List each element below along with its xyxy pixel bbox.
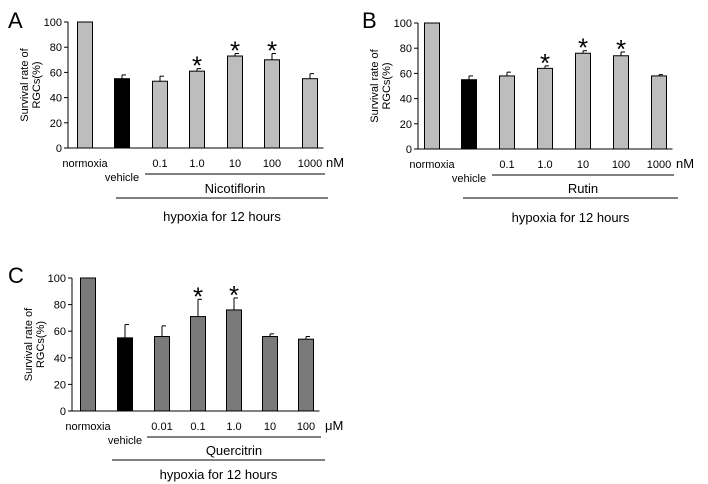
x-tick-label: 100 — [612, 159, 630, 171]
panel-label: C — [8, 263, 24, 288]
y-axis-label-line: RGCs(%) — [31, 61, 43, 108]
bar — [499, 75, 515, 150]
bar — [424, 22, 440, 150]
x-tick-label: 100 — [263, 158, 281, 170]
x-tick-label: 0.1 — [499, 159, 514, 171]
y-axis-label-line: Survival rate of — [23, 307, 35, 381]
y-axis-label-line: RGCs(%) — [381, 62, 393, 109]
unit-label: μM — [325, 418, 343, 433]
y-tick-label: 20 — [50, 118, 62, 130]
x-tick-label: normoxia — [409, 159, 455, 171]
bar — [302, 78, 318, 149]
x-tick-label: 10 — [264, 421, 276, 433]
bar — [154, 336, 170, 412]
bar — [613, 55, 629, 150]
x-tick-label: 0.1 — [152, 158, 167, 170]
significance-marker: * — [267, 36, 277, 66]
bar — [80, 277, 96, 412]
x-tick-label: normoxia — [65, 421, 111, 433]
x-tick-label: vehicle — [108, 435, 142, 447]
y-tick-label: 100 — [48, 273, 66, 285]
chart-panel-a: A Survival rate ofRGCs(%) 0 20 40 60 80 100 * * * n… — [8, 8, 344, 224]
bar — [117, 337, 133, 412]
x-tick-label: 1.0 — [226, 421, 241, 433]
significance-marker: * — [229, 280, 239, 310]
x-tick-label: 0.1 — [190, 421, 205, 433]
x-tick-label: 1000 — [298, 158, 322, 170]
bar — [227, 55, 243, 149]
y-tick-label: 80 — [54, 300, 66, 312]
bar — [152, 80, 168, 149]
bar — [461, 79, 477, 150]
y-tick-label: 0 — [406, 144, 412, 156]
y-axis-label: Survival rate ofRGCs(%) — [369, 48, 393, 122]
x-tick-label: 100 — [297, 421, 315, 433]
bar — [114, 78, 130, 149]
y-tick-label: 20 — [400, 119, 412, 131]
bar — [264, 59, 280, 149]
compound-label: Quercitrin — [206, 443, 262, 458]
compound-label: Rutin — [568, 181, 598, 196]
y-tick-label: 80 — [400, 43, 412, 55]
significance-marker: * — [230, 36, 240, 66]
x-tick-label: 1000 — [647, 159, 671, 171]
condition-label: hypoxia for 12 hours — [163, 209, 281, 224]
x-tick-label: normoxia — [62, 158, 108, 170]
y-tick-label: 40 — [54, 353, 66, 365]
bar — [537, 67, 553, 150]
significance-marker: * — [192, 51, 202, 81]
x-tick-label: 0.01 — [151, 421, 172, 433]
y-tick-label: 60 — [50, 67, 62, 79]
bar — [190, 316, 206, 412]
significance-marker: * — [616, 34, 626, 64]
y-tick-label: 60 — [400, 68, 412, 80]
y-axis-label-line: RGCs(%) — [35, 321, 47, 368]
x-tick-label: 1.0 — [189, 158, 204, 170]
condition-label: hypoxia for 12 hours — [160, 467, 278, 482]
x-tick-label: 10 — [229, 158, 241, 170]
panel-label: A — [8, 8, 23, 33]
bar — [77, 21, 93, 149]
significance-marker: * — [540, 48, 550, 78]
chart-panel-b: B Survival rate ofRGCs(%) 0 20 40 60 80 100 * * * n… — [362, 8, 694, 225]
y-tick-label: 20 — [54, 379, 66, 391]
y-tick-label: 0 — [56, 143, 62, 155]
x-tick-label: vehicle — [452, 173, 486, 185]
bar — [262, 336, 278, 412]
compound-label: Nicotiflorin — [205, 181, 266, 196]
y-tick-label: 40 — [50, 93, 62, 105]
y-axis-label-line: Survival rate of — [369, 48, 381, 122]
chart-panel-c: C Survival rate ofRGCs(%) 0 20 40 60 80 100 * * no… — [8, 263, 343, 482]
condition-label: hypoxia for 12 hours — [512, 210, 630, 225]
bar — [226, 309, 242, 412]
x-tick-label: vehicle — [105, 172, 139, 184]
y-tick-label: 60 — [54, 326, 66, 338]
y-axis-label: Survival rate ofRGCs(%) — [23, 307, 47, 381]
y-axis-label: Survival rate ofRGCs(%) — [19, 47, 43, 121]
bar — [189, 70, 205, 149]
y-axis-label-line: Survival rate of — [19, 47, 31, 121]
significance-marker: * — [193, 281, 203, 311]
x-tick-label: 1.0 — [537, 159, 552, 171]
panel-label: B — [362, 8, 377, 33]
unit-label: nM — [326, 155, 344, 170]
y-tick-label: 0 — [60, 406, 66, 418]
bar — [651, 75, 667, 150]
bar — [575, 52, 591, 150]
bar — [298, 338, 314, 412]
x-tick-label: 10 — [577, 159, 589, 171]
y-tick-label: 40 — [400, 94, 412, 106]
y-tick-label: 80 — [50, 42, 62, 54]
unit-label: nM — [676, 156, 694, 171]
significance-marker: * — [578, 33, 588, 63]
y-tick-label: 100 — [44, 17, 62, 29]
y-tick-label: 100 — [394, 18, 412, 30]
